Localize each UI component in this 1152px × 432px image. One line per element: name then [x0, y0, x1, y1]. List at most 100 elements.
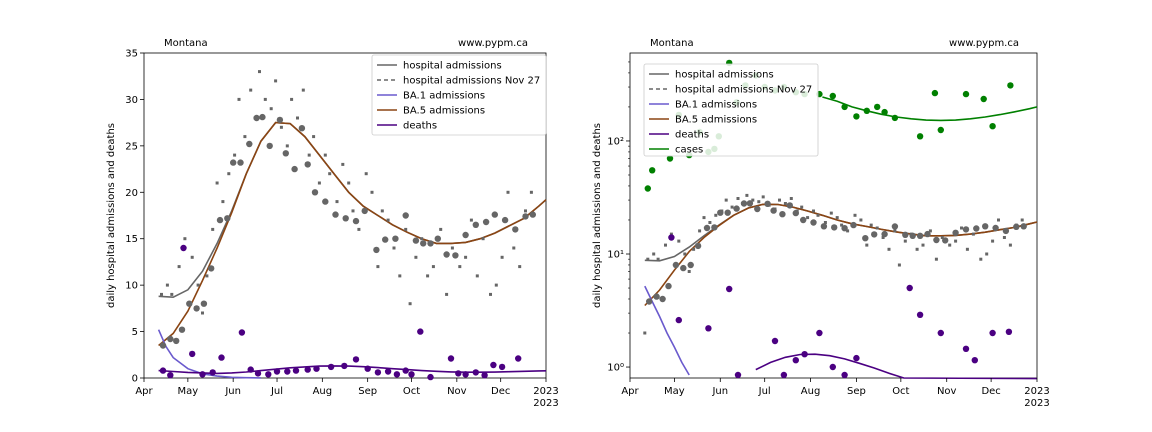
data-point	[216, 216, 224, 224]
x-tick-label: May	[178, 386, 199, 397]
data-point	[724, 209, 731, 216]
x-tick-label: Sep	[847, 386, 866, 397]
data-point	[881, 230, 888, 238]
data-point	[464, 255, 468, 259]
data-point	[931, 89, 939, 97]
data-point	[915, 247, 919, 251]
data-point	[427, 240, 434, 247]
data-point	[312, 135, 316, 139]
data-point	[659, 295, 666, 303]
data-point	[778, 198, 781, 202]
data-point	[893, 229, 897, 233]
data-point	[991, 239, 995, 243]
data-point	[703, 224, 711, 232]
data-point	[199, 371, 206, 378]
data-point	[276, 116, 284, 124]
data-point	[800, 205, 804, 209]
legend-label: hospital admissions Nov 27	[675, 85, 812, 96]
data-point	[937, 126, 944, 134]
data-point	[841, 103, 848, 111]
data-point	[292, 367, 300, 374]
data-point	[982, 223, 989, 230]
data-point	[420, 240, 427, 247]
data-point	[304, 366, 311, 373]
data-point	[266, 142, 273, 150]
data-point	[1002, 236, 1006, 239]
data-point	[529, 211, 536, 218]
data-point	[751, 198, 755, 202]
data-point	[247, 366, 254, 373]
data-point	[167, 335, 174, 343]
data-point	[439, 227, 443, 231]
data-point	[810, 219, 817, 226]
data-point	[160, 292, 163, 296]
data-point	[370, 190, 374, 194]
data-point	[417, 328, 424, 335]
data-point	[971, 232, 975, 236]
data-point	[687, 270, 691, 273]
data-point	[840, 223, 844, 227]
data-point	[170, 292, 174, 296]
data-point	[209, 369, 216, 376]
data-point	[720, 209, 724, 213]
data-point	[829, 211, 833, 215]
data-point	[656, 257, 660, 261]
data-point	[831, 224, 838, 231]
legend-box	[643, 63, 819, 157]
x-year-label: 2023	[1024, 398, 1049, 409]
data-point	[724, 198, 728, 202]
data-point	[1020, 218, 1024, 222]
data-point	[783, 202, 787, 205]
data-point	[274, 79, 278, 83]
data-point	[702, 216, 706, 220]
data-point	[450, 246, 454, 250]
data-point	[653, 293, 660, 300]
data-point	[646, 298, 653, 305]
data-point	[736, 197, 740, 200]
data-point	[313, 365, 320, 372]
data-point	[524, 209, 527, 213]
data-point	[529, 190, 533, 194]
data-point	[494, 283, 498, 287]
data-point	[408, 371, 415, 378]
data-point	[875, 226, 879, 230]
data-point	[215, 181, 219, 185]
y-tick-label: 0	[132, 374, 138, 385]
legend-label: deaths	[675, 130, 709, 141]
data-point	[200, 300, 208, 307]
data-point	[472, 221, 479, 228]
data-point	[490, 361, 497, 369]
data-point	[850, 221, 857, 229]
data-point	[869, 223, 873, 227]
data-point	[269, 107, 273, 111]
data-point	[201, 311, 204, 315]
data-point	[347, 181, 351, 185]
data-point	[159, 342, 167, 349]
data-point	[881, 236, 885, 239]
data-point	[1008, 243, 1012, 247]
data-point	[708, 221, 712, 224]
data-point	[290, 97, 294, 101]
data-point	[726, 285, 733, 293]
data-point	[426, 274, 430, 278]
data-point	[282, 150, 289, 157]
data-point	[193, 305, 200, 312]
data-point	[733, 205, 740, 212]
data-point	[412, 237, 420, 244]
x-tick-label: Dec	[491, 386, 510, 397]
y-tick-label: 30	[125, 95, 138, 106]
data-point	[263, 97, 267, 101]
legend-label: cases	[675, 145, 703, 156]
data-point	[221, 200, 225, 204]
y-tick-label: 10²	[607, 136, 624, 147]
data-point	[916, 133, 924, 140]
data-point	[522, 213, 529, 220]
x-tick-label: Apr	[621, 386, 639, 397]
data-point	[757, 200, 761, 204]
legend: hospital admissions hospital admissions N…	[371, 54, 547, 136]
data-point	[928, 229, 932, 233]
data-point	[714, 213, 718, 217]
data-point	[997, 218, 1000, 222]
data-point	[666, 155, 674, 162]
